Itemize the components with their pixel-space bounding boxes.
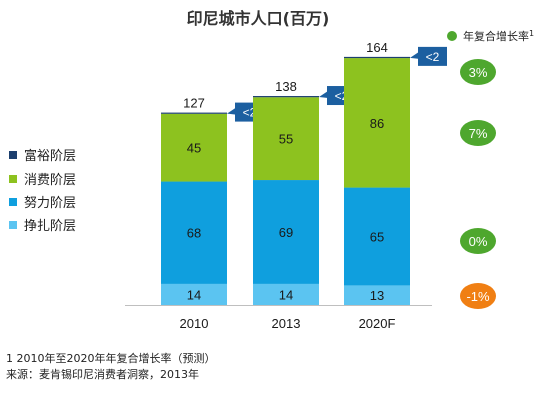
cagr-value: 0% bbox=[469, 234, 488, 249]
cagr-bubble bbox=[460, 283, 496, 309]
bar-segment-3-2 bbox=[344, 56, 410, 59]
segment-label: 13 bbox=[370, 288, 384, 303]
bar-segment-1-1 bbox=[253, 180, 319, 284]
bar-segment-0-2 bbox=[344, 285, 410, 305]
cagr-bubble bbox=[460, 120, 496, 146]
legend-swatch bbox=[9, 221, 17, 229]
callout-pointer bbox=[410, 51, 419, 59]
cagr-legend-label: 年复合增长率1 bbox=[463, 29, 534, 43]
legend-label: 努力阶层 bbox=[24, 196, 76, 211]
legend-label: 消费阶层 bbox=[24, 173, 76, 188]
total-label: 138 bbox=[275, 79, 297, 94]
total-label: 164 bbox=[366, 40, 388, 55]
legend-label: 富裕阶层 bbox=[24, 148, 76, 164]
callout-box bbox=[418, 46, 447, 66]
footnote-source: 来源：麦肯锡印尼消费者洞察，2013年 bbox=[6, 368, 199, 381]
chart-title: 印尼城市人口(百万) bbox=[187, 9, 330, 28]
segment-label: 45 bbox=[187, 141, 201, 156]
callout-pointer bbox=[227, 107, 236, 115]
segment-label: 65 bbox=[370, 229, 384, 244]
segment-label: 69 bbox=[279, 225, 293, 240]
bar-segment-2-0 bbox=[161, 113, 227, 182]
total-label: 127 bbox=[183, 96, 205, 111]
segment-label: 14 bbox=[279, 287, 293, 302]
bar-segment-3-0 bbox=[161, 112, 227, 114]
category-label: 2010 bbox=[180, 316, 209, 331]
bar-segment-3-1 bbox=[253, 96, 319, 98]
cagr-bubble bbox=[460, 228, 496, 254]
bar-segment-2-2 bbox=[344, 58, 410, 188]
bar-segment-1-0 bbox=[161, 181, 227, 284]
callout-label: <2 bbox=[426, 50, 440, 64]
segment-label: 68 bbox=[187, 226, 201, 241]
cagr-bubble bbox=[460, 59, 496, 85]
bars: 1468451272010<21469551382013<21365861642… bbox=[125, 40, 447, 331]
legend-swatch bbox=[9, 198, 17, 206]
cagr-legend-marker bbox=[447, 31, 457, 41]
segment-label: 55 bbox=[279, 132, 293, 147]
category-label: 2020F bbox=[359, 316, 396, 331]
bar-segment-0-1 bbox=[253, 283, 319, 305]
legend-swatch bbox=[9, 151, 17, 159]
bar-segment-1-2 bbox=[344, 187, 410, 286]
bar-segment-2-1 bbox=[253, 97, 319, 181]
segment-label: 86 bbox=[370, 116, 384, 131]
footnote-cagr: 1 2010年至2020年年复合增长率（预测） bbox=[6, 352, 216, 365]
cagr-column: 年复合增长率1 3% 7% 0% -1% bbox=[447, 29, 534, 309]
cagr-value: -1% bbox=[466, 289, 490, 304]
legend-label: 挣扎阶层 bbox=[24, 219, 76, 234]
segment-label: 14 bbox=[187, 287, 201, 302]
bar-segment-0-0 bbox=[161, 283, 227, 305]
cagr-value: 3% bbox=[469, 65, 488, 80]
callout-pointer bbox=[319, 91, 328, 99]
cagr-legend-superscript: 1 bbox=[529, 29, 534, 38]
legend-swatch bbox=[9, 175, 17, 183]
cagr-value: 7% bbox=[469, 126, 488, 141]
category-label: 2013 bbox=[272, 316, 301, 331]
